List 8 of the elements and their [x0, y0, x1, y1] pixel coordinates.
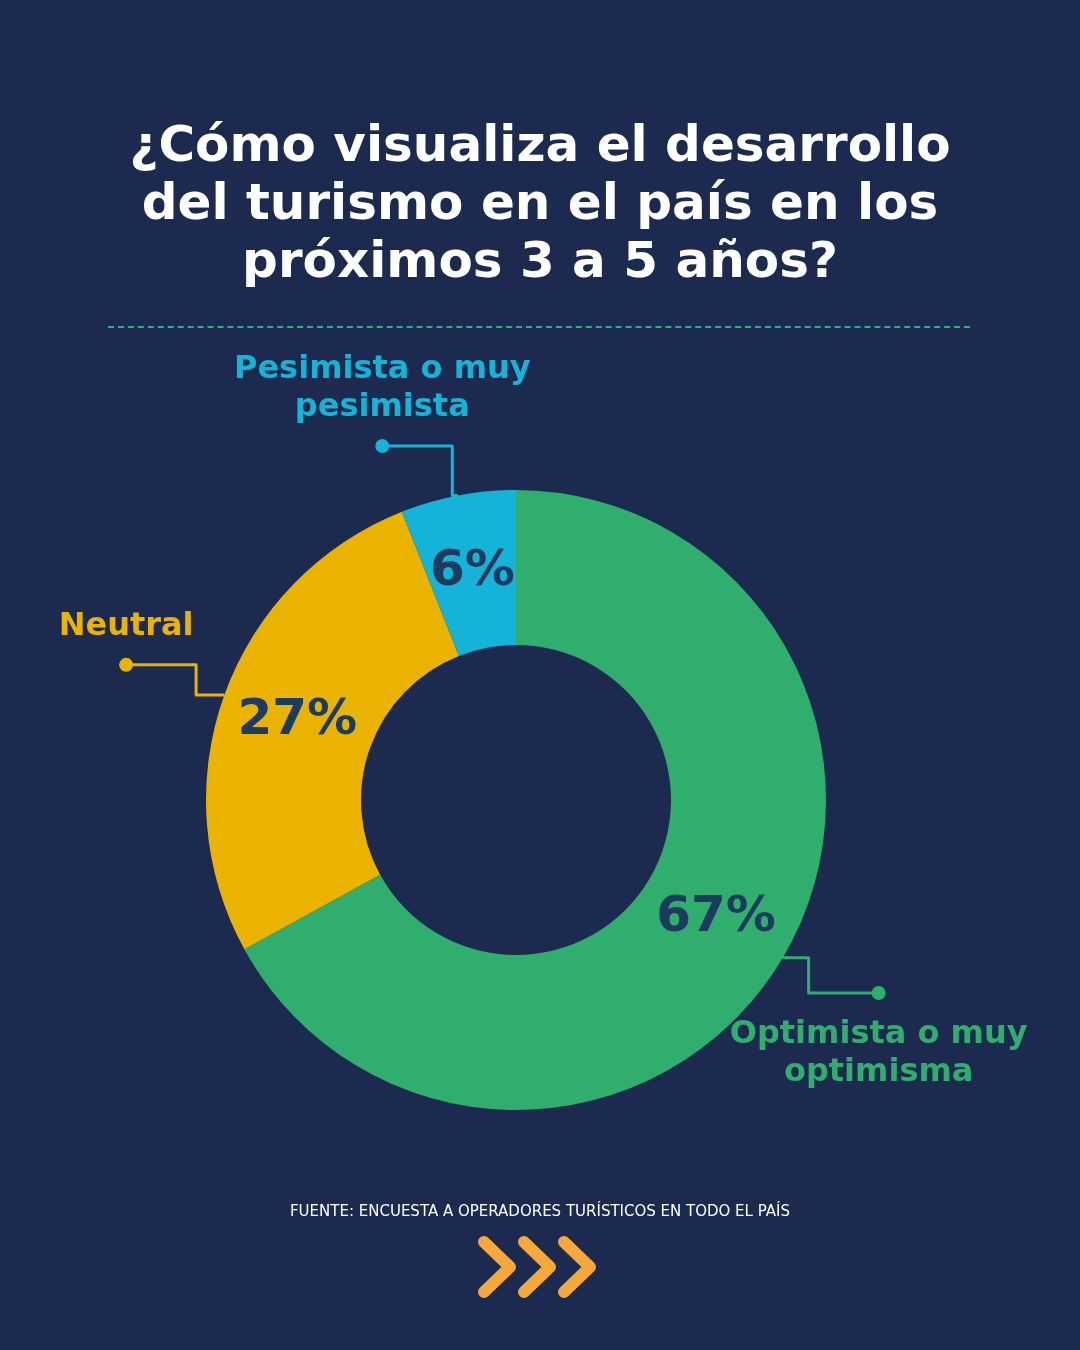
slice-label: Neutral [58, 605, 194, 644]
source-note: FUENTE: ENCUESTA A OPERADORES TURÍSTICOS EN TODO EL PAÍS [288, 1202, 791, 1220]
legend-label: Optimista o muy optimisma [729, 1013, 1028, 1090]
chart-title: ¿Cómo visualiza el desarrollo del turismo en el país en los próximos 3 a 5 años? [128, 115, 952, 289]
data-label: 27% [237, 688, 358, 747]
data-label: 6% [429, 538, 515, 597]
data-label: 67% [656, 885, 776, 944]
slice-label: Pesimista o muy pesimista [233, 348, 531, 425]
